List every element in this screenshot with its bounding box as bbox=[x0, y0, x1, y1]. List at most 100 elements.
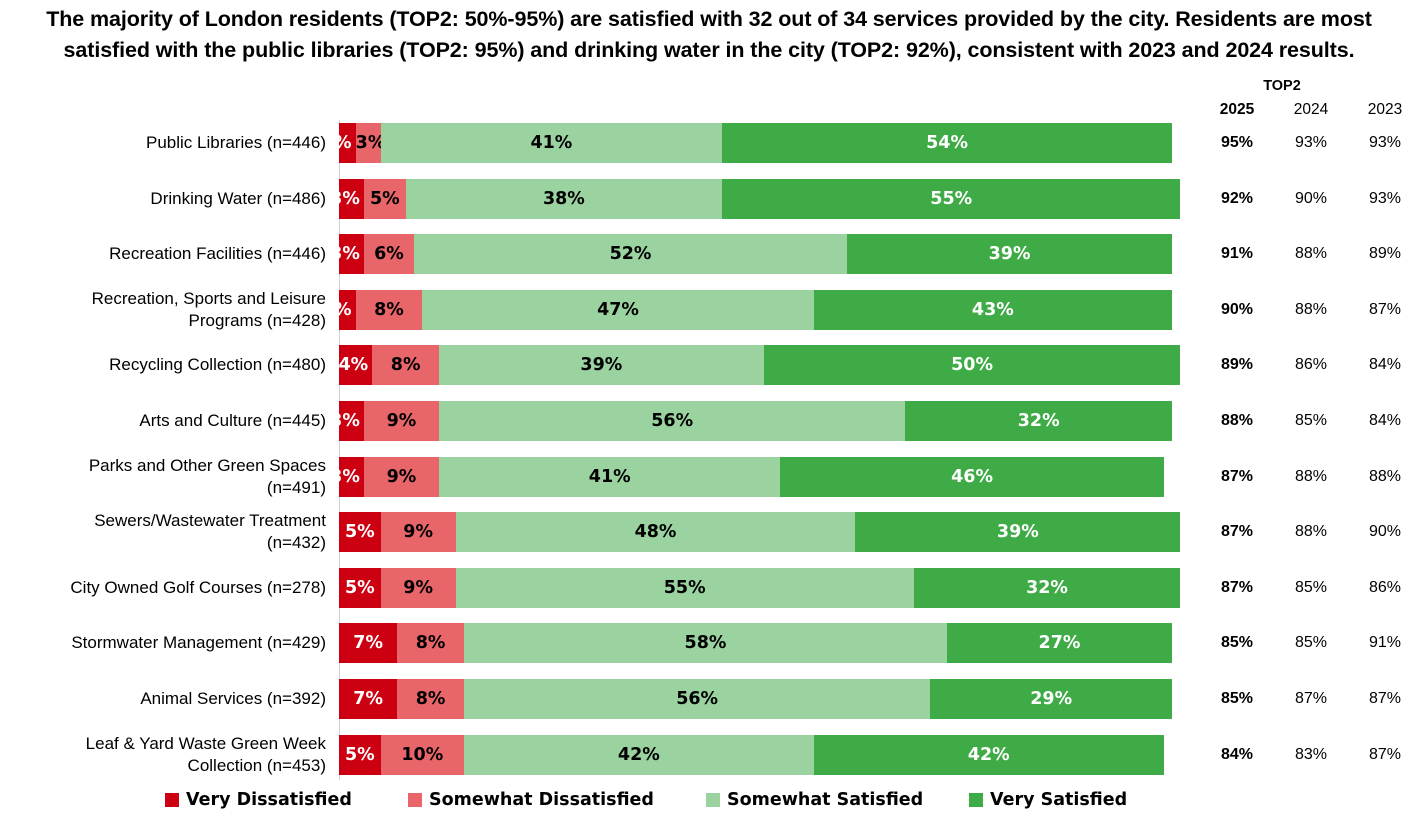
bar-segment-vs[interactable]: 42% bbox=[813, 734, 1164, 775]
stacked-bar[interactable]: 7% 8% 56% 29% bbox=[339, 679, 1172, 719]
bar-segment-vs[interactable]: 50% bbox=[763, 345, 1181, 386]
legend-item[interactable]: Somewhat Satisfied bbox=[706, 790, 923, 816]
bar-segment-sd[interactable]: 8% bbox=[397, 623, 464, 664]
bar-segment-vd[interactable]: 3% bbox=[339, 456, 364, 497]
bar-segment-ss[interactable]: 41% bbox=[438, 456, 781, 497]
bar-segment-vd[interactable]: 5% bbox=[339, 734, 381, 775]
bar-segment-sd[interactable]: 10% bbox=[380, 734, 464, 775]
bar-segment-ss[interactable]: 41% bbox=[380, 123, 723, 163]
top2-value-2023: 88% bbox=[1368, 467, 1402, 485]
legend-label: Somewhat Dissatisfied bbox=[429, 790, 654, 810]
bar-segment-vs[interactable]: 43% bbox=[813, 289, 1172, 330]
bar-segment-ss[interactable]: 39% bbox=[438, 345, 764, 386]
top2-value-2025: 87% bbox=[1220, 578, 1254, 596]
bar-segment-value: 2% bbox=[339, 123, 356, 163]
bar-segment-sd[interactable]: 9% bbox=[363, 401, 439, 441]
legend-item[interactable]: Very Dissatisfied bbox=[165, 790, 352, 816]
legend-swatch-icon bbox=[706, 793, 720, 807]
bar-segment-sd[interactable]: 6% bbox=[363, 234, 414, 275]
top2-value-2025: 88% bbox=[1220, 412, 1254, 429]
bar-segment-ss[interactable]: 56% bbox=[463, 679, 931, 719]
stacked-bar[interactable]: 7% 8% 58% 27% bbox=[339, 623, 1172, 664]
bar-segment-vs[interactable]: 39% bbox=[847, 234, 1172, 275]
bar-segment-vs[interactable]: 29% bbox=[930, 679, 1172, 719]
category-axis-line bbox=[339, 120, 340, 780]
bar-segment-vd[interactable]: 3% bbox=[339, 234, 364, 275]
bar-segment-ss[interactable]: 47% bbox=[422, 289, 814, 330]
bar-segment-vd[interactable]: 7% bbox=[339, 679, 398, 719]
bar-segment-vs[interactable]: 54% bbox=[722, 123, 1172, 163]
bar-segment-vs[interactable]: 32% bbox=[905, 401, 1172, 441]
bar-segment-sd[interactable]: 5% bbox=[363, 178, 406, 219]
bar-segment-value: 8% bbox=[415, 633, 446, 654]
bar-segment-sd[interactable]: 9% bbox=[380, 512, 456, 553]
bar-segment-sd[interactable]: 8% bbox=[397, 679, 464, 719]
bar-segment-ss[interactable]: 55% bbox=[455, 567, 914, 608]
bar-segment-value: 4% bbox=[339, 355, 369, 376]
top2-value-2023: 87% bbox=[1368, 745, 1402, 763]
bar-segment-vs[interactable]: 55% bbox=[722, 178, 1181, 219]
stacked-bar[interactable]: 4% 8% 39% 50% bbox=[339, 345, 1181, 386]
bar-segment-vd[interactable]: 5% bbox=[339, 567, 381, 608]
bar-segment-sd[interactable]: 8% bbox=[355, 289, 423, 330]
bar-segment-vs[interactable]: 32% bbox=[913, 567, 1181, 608]
top2-value-2024: 85% bbox=[1294, 634, 1328, 652]
bar-segment-ss[interactable]: 42% bbox=[463, 734, 814, 775]
bar-segment-ss[interactable]: 52% bbox=[413, 234, 848, 275]
bar-segment-vs[interactable]: 27% bbox=[947, 623, 1172, 664]
legend-label: Very Dissatisfied bbox=[186, 790, 352, 810]
bar-segment-sd[interactable]: 9% bbox=[363, 456, 439, 497]
stacked-bar[interactable]: 2% 8% 47% 43% bbox=[339, 289, 1172, 330]
category-label-line: City Owned Golf Courses (n=278) bbox=[70, 577, 326, 597]
stacked-bar[interactable]: 3% 9% 41% 46% bbox=[339, 456, 1164, 497]
top2-value-2023: 93% bbox=[1368, 189, 1402, 207]
bar-segment-value: 5% bbox=[369, 188, 400, 209]
bar-segment-value: 41% bbox=[588, 466, 631, 487]
category-label-line: Stormwater Management (n=429) bbox=[71, 633, 326, 653]
legend-item[interactable]: Somewhat Dissatisfied bbox=[408, 790, 654, 816]
stacked-bar[interactable]: 5% 9% 55% 32% bbox=[339, 567, 1181, 608]
bar-segment-ss[interactable]: 38% bbox=[405, 178, 723, 219]
category-label-line: (n=491) bbox=[266, 477, 326, 497]
top2-value-2023: 84% bbox=[1368, 356, 1402, 374]
top2-value-2024: 88% bbox=[1294, 300, 1328, 318]
stacked-bar[interactable]: 3% 9% 56% 32% bbox=[339, 401, 1172, 441]
stacked-bar[interactable]: 5% 10% 42% 42% bbox=[339, 734, 1164, 775]
bar-segment-vd[interactable]: 2% bbox=[339, 289, 356, 330]
bar-segment-vd[interactable]: 5% bbox=[339, 512, 381, 553]
bar-segment-sd[interactable]: 3% bbox=[355, 123, 381, 163]
bar-segment-value: 32% bbox=[1026, 577, 1068, 598]
stacked-bar[interactable]: 2%3% 41% 54% bbox=[339, 123, 1172, 163]
bar-segment-value: 3% bbox=[339, 188, 360, 209]
bar-segment-vd[interactable]: 7% bbox=[339, 623, 398, 664]
bar-segment-vs[interactable]: 46% bbox=[780, 456, 1164, 497]
legend-label: Very Satisfied bbox=[990, 790, 1128, 810]
bar-segment-sd[interactable]: 9% bbox=[380, 567, 456, 608]
bar-segment-value: 2% bbox=[339, 290, 356, 330]
bar-segment-value: 48% bbox=[634, 522, 677, 543]
bar-segment-vd[interactable]: 4% bbox=[339, 345, 373, 386]
stacked-bar[interactable]: 3% 6% 52% 39% bbox=[339, 234, 1172, 275]
bar-segment-value: 10% bbox=[401, 744, 444, 765]
bar-segment-vs[interactable]: 39% bbox=[855, 512, 1181, 553]
stacked-bar[interactable]: 5% 9% 48% 39% bbox=[339, 512, 1181, 553]
bar-segment-value: 56% bbox=[651, 411, 694, 431]
category-label: Animal Services (n=392) bbox=[0, 688, 326, 710]
bar-segment-vd[interactable]: 3% bbox=[339, 401, 364, 441]
bar-segment-value: 42% bbox=[617, 744, 660, 765]
bar-segment-ss[interactable]: 48% bbox=[455, 512, 856, 553]
category-label-line: Drinking Water (n=486) bbox=[150, 188, 326, 208]
stacked-bar[interactable]: 3% 5% 38% 55% bbox=[339, 178, 1181, 219]
bar-segment-value: 8% bbox=[374, 299, 404, 320]
bar-segment-ss[interactable]: 58% bbox=[463, 623, 948, 664]
category-label-line: Recreation Facilities (n=446) bbox=[109, 244, 326, 264]
top2-value-2025: 85% bbox=[1220, 634, 1254, 652]
bar-segment-vd[interactable]: 3% bbox=[339, 178, 364, 219]
legend-item[interactable]: Very Satisfied bbox=[969, 790, 1127, 816]
bar-segment-vd[interactable]: 2% bbox=[339, 123, 356, 163]
top2-value-2025: 95% bbox=[1220, 134, 1254, 151]
top2-value-2024: 83% bbox=[1294, 745, 1328, 763]
top2-value-2025: 90% bbox=[1220, 300, 1254, 318]
bar-segment-ss[interactable]: 56% bbox=[438, 401, 906, 441]
bar-segment-sd[interactable]: 8% bbox=[372, 345, 439, 386]
